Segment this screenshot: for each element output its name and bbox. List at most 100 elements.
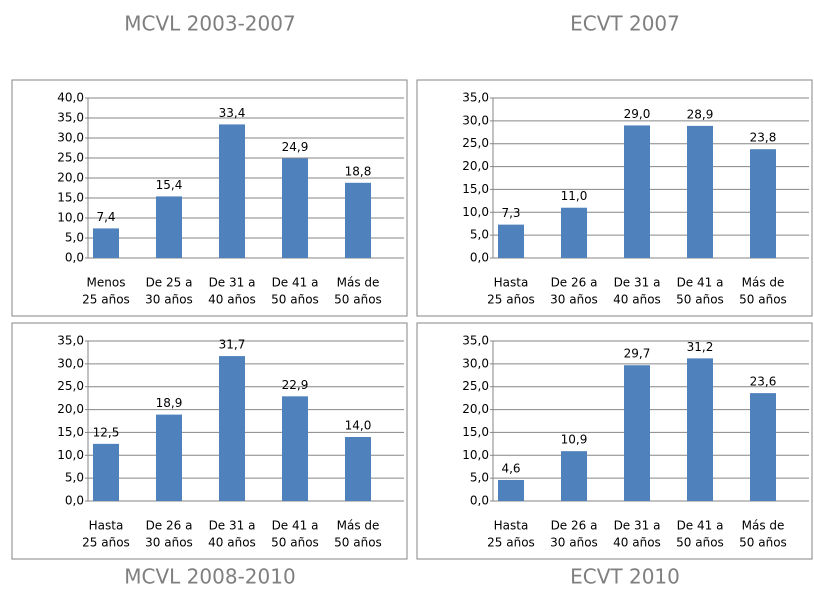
x-tick-label: 40 años <box>613 293 661 307</box>
value-label: 22,9 <box>282 378 309 392</box>
value-label: 29,0 <box>624 107 651 121</box>
x-tick-label: De 31 a <box>209 276 256 290</box>
y-tick-label: 15,0 <box>57 425 84 439</box>
chart-title: ECVT 2010 <box>570 565 680 589</box>
x-tick-label: 25 años <box>82 536 130 550</box>
x-tick-label: 50 años <box>334 536 382 550</box>
y-tick-label: 0,0 <box>65 251 84 265</box>
bar <box>282 396 308 501</box>
y-tick-label: 20,0 <box>462 402 489 416</box>
bar <box>561 207 587 258</box>
value-label: 29,7 <box>624 347 651 361</box>
y-tick-label: 30,0 <box>57 131 84 145</box>
x-tick-label: De 41 a <box>272 519 319 533</box>
x-tick-label: Más de <box>337 276 380 290</box>
y-tick-label: 20,0 <box>462 159 489 173</box>
chart-title: MCVL 2008-2010 <box>124 565 295 589</box>
x-tick-label: De 26 a <box>551 519 598 533</box>
value-label: 4,6 <box>501 461 520 475</box>
x-tick-label: De 41 a <box>677 276 724 290</box>
bar <box>561 451 587 501</box>
y-tick-label: 25,0 <box>57 151 84 165</box>
value-label: 31,7 <box>219 338 246 352</box>
y-tick-label: 5,0 <box>65 231 84 245</box>
bar <box>750 149 776 258</box>
y-tick-label: 35,0 <box>57 334 84 348</box>
y-tick-label: 0,0 <box>470 251 489 265</box>
x-tick-label: Hasta <box>494 519 529 533</box>
x-tick-label: 50 años <box>676 536 724 550</box>
value-label: 11,0 <box>561 189 588 203</box>
bar <box>219 124 245 259</box>
y-tick-label: 25,0 <box>462 136 489 150</box>
x-tick-label: 50 años <box>739 293 787 307</box>
value-label: 23,6 <box>750 375 777 389</box>
bar <box>687 358 713 501</box>
x-tick-label: 50 años <box>271 536 319 550</box>
x-tick-label: De 26 a <box>551 276 598 290</box>
bar <box>219 356 245 501</box>
y-tick-label: 35,0 <box>57 111 84 125</box>
x-tick-label: 40 años <box>613 536 661 550</box>
value-label: 14,0 <box>345 419 372 433</box>
panel-frame <box>11 322 408 560</box>
value-label: 18,8 <box>345 164 372 178</box>
x-tick-label: 50 años <box>271 293 319 307</box>
y-tick-label: 35,0 <box>462 334 489 348</box>
y-tick-label: 40,0 <box>57 91 84 105</box>
bar <box>282 158 308 258</box>
value-label: 15,4 <box>156 178 183 192</box>
bar <box>345 182 371 258</box>
bar <box>345 437 371 501</box>
bar <box>156 196 182 258</box>
x-tick-label: 50 años <box>334 293 382 307</box>
value-label: 10,9 <box>561 433 588 447</box>
y-tick-label: 5,0 <box>65 471 84 485</box>
x-tick-label: 40 años <box>208 293 256 307</box>
panel-frame <box>416 322 813 560</box>
x-tick-label: 25 años <box>487 536 535 550</box>
chart-title: MCVL 2003-2007 <box>124 12 295 36</box>
value-label: 12,5 <box>93 425 120 439</box>
x-tick-label: De 25 a <box>146 276 193 290</box>
value-label: 7,4 <box>96 210 115 224</box>
x-tick-label: Menos <box>87 276 126 290</box>
x-tick-label: Más de <box>337 519 380 533</box>
y-tick-label: 5,0 <box>470 471 489 485</box>
value-label: 31,2 <box>687 340 714 354</box>
bar <box>624 365 650 501</box>
x-tick-label: 25 años <box>82 293 130 307</box>
bar <box>498 224 524 258</box>
x-tick-label: 50 años <box>676 293 724 307</box>
x-tick-label: Más de <box>742 276 785 290</box>
x-tick-label: De 31 a <box>614 276 661 290</box>
y-tick-label: 30,0 <box>462 113 489 127</box>
value-label: 33,4 <box>219 106 246 120</box>
y-tick-label: 25,0 <box>57 379 84 393</box>
x-tick-label: De 26 a <box>146 519 193 533</box>
x-tick-label: 40 años <box>208 536 256 550</box>
value-label: 18,9 <box>156 396 183 410</box>
x-tick-label: 50 años <box>739 536 787 550</box>
x-tick-label: Hasta <box>494 276 529 290</box>
x-tick-label: Hasta <box>89 519 124 533</box>
value-label: 28,9 <box>687 107 714 121</box>
y-tick-label: 30,0 <box>57 356 84 370</box>
y-tick-label: 10,0 <box>462 205 489 219</box>
y-tick-label: 0,0 <box>65 494 84 508</box>
x-tick-label: 30 años <box>550 293 598 307</box>
y-tick-label: 0,0 <box>470 494 489 508</box>
y-tick-label: 5,0 <box>470 228 489 242</box>
x-tick-label: 30 años <box>145 293 193 307</box>
panel-frame <box>416 79 813 317</box>
value-label: 7,3 <box>501 206 520 220</box>
bar <box>93 443 119 501</box>
y-tick-label: 15,0 <box>462 182 489 196</box>
y-tick-label: 25,0 <box>462 379 489 393</box>
bar <box>156 414 182 501</box>
bar <box>498 479 524 501</box>
chart-title: ECVT 2007 <box>570 12 680 36</box>
x-tick-label: De 31 a <box>209 519 256 533</box>
y-tick-label: 35,0 <box>462 91 489 105</box>
